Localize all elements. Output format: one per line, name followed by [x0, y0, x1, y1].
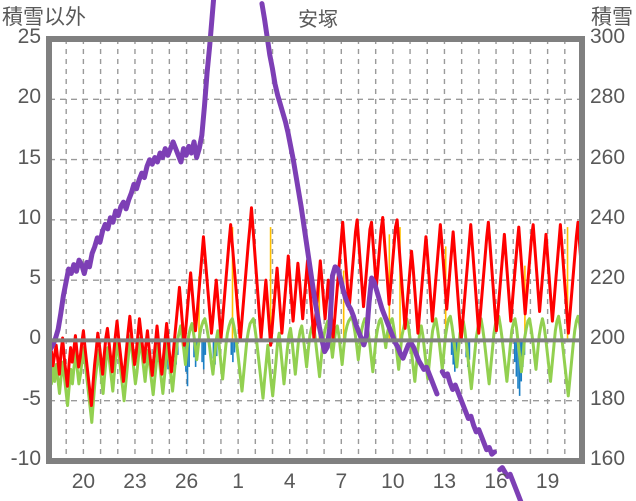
y-left-tick-2: 15: [17, 145, 41, 169]
y-left-tick-5: 0: [29, 326, 41, 350]
y-right-tick-5: 200: [590, 326, 626, 350]
y-right-tick-3: 240: [590, 205, 626, 229]
y-right-tick-0: 300: [590, 25, 626, 48]
y-right-tick-7: 160: [590, 447, 626, 470]
y-left-tick-7: -10: [10, 447, 41, 470]
x-tick-6: 10: [381, 470, 405, 493]
right-axis-header: 積雪: [591, 6, 633, 29]
x-tick-8: 16: [484, 470, 508, 493]
y-right-tick-4: 220: [590, 266, 626, 290]
x-tick-4: 4: [283, 470, 296, 493]
x-tick-5: 7: [335, 470, 348, 493]
left-axis-header: 積雪以外: [2, 6, 86, 29]
x-tick-7: 13: [432, 470, 457, 493]
x-tick-2: 26: [174, 470, 199, 493]
y-left-tick-4: 5: [29, 266, 41, 290]
y-right-tick-2: 260: [590, 145, 626, 169]
x-tick-1: 23: [123, 470, 147, 493]
plot-frame: [46, 36, 585, 464]
x-tick-9: 19: [535, 470, 560, 493]
series-layer: [50, 0, 581, 501]
x-tick-0: 20: [71, 470, 96, 493]
y-left-tick-1: 20: [17, 85, 41, 109]
y-right-tick-1: 280: [590, 85, 626, 109]
y-right-tick-6: 180: [590, 386, 626, 410]
y-left-tick-3: 10: [17, 205, 41, 229]
y-left-tick-0: 25: [17, 25, 41, 48]
y-left-tick-6: -5: [22, 386, 41, 410]
page-title: 安塚: [298, 9, 338, 31]
x-tick-3: 1: [232, 470, 244, 493]
